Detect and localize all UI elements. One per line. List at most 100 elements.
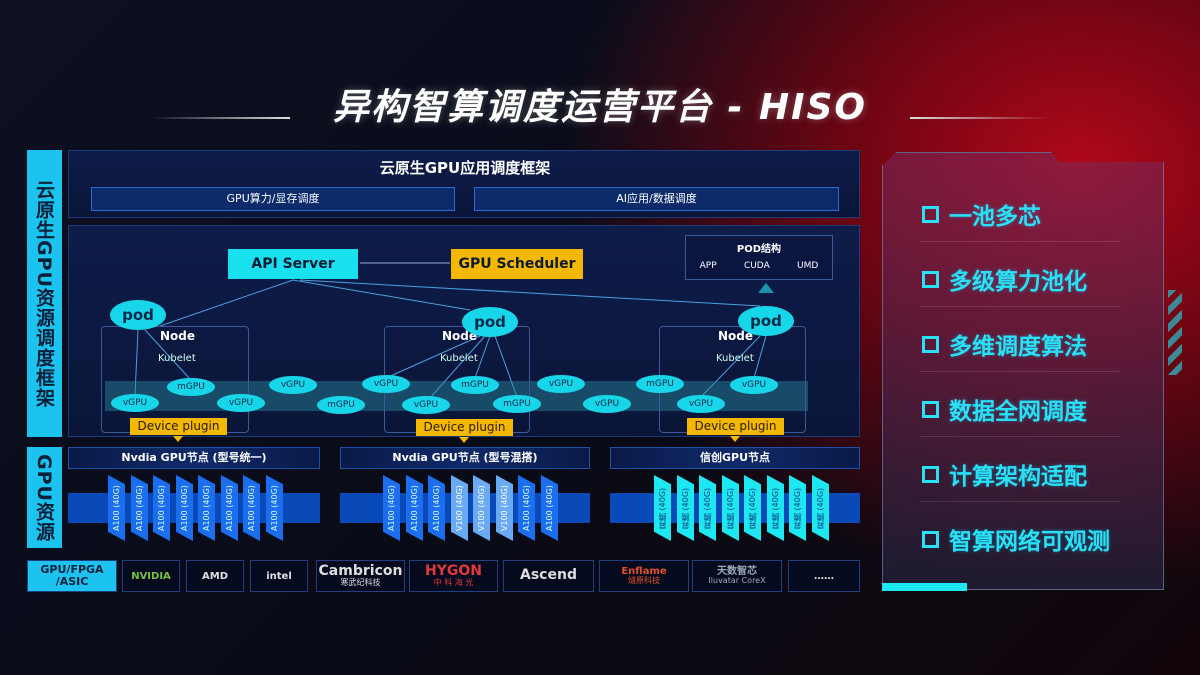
gpu-card: A100 (40G) [428, 475, 445, 541]
feature-text: 一池多芯 [949, 204, 1041, 230]
kubelet-label: Kubelet [440, 353, 478, 364]
pod-cuda: CUDA [743, 261, 770, 271]
checkbox-square-icon [922, 335, 939, 353]
vendor-name: Cambricon [318, 562, 403, 579]
gpu-card: V100 (40G) [473, 475, 490, 541]
device-plugin-2: Device plugin [416, 419, 513, 436]
node-label: Node [160, 329, 196, 343]
panel-stripes-decoration [1168, 290, 1182, 375]
gpu-group-title: Nvdia GPU节点 (型号混搭) [340, 447, 590, 469]
gpu-card: 昇腾 (40G) [744, 475, 761, 541]
gpu-card: 昇腾 (40G) [812, 475, 829, 541]
framework-label: 云原生GPU资源调度框架 [27, 150, 62, 437]
vendor-logo-intel: intel [250, 560, 308, 592]
feature-item: 智算网络可观测 [922, 522, 1110, 556]
checkbox-square-icon [922, 205, 939, 223]
mgpu-unit: mGPU [451, 376, 499, 394]
gpu-card: V100 (40G) [496, 475, 513, 541]
vendor-logo-hygon: HYGON 中 科 海 光 [409, 560, 498, 592]
vendor-name: intel [266, 570, 292, 582]
gpu-card: A100 (40G) [406, 475, 423, 541]
pod-structure-box: POD结构 APP CUDA UMD [685, 235, 833, 280]
vgpu-unit: vGPU [677, 395, 725, 413]
feature-text: 多维调度算法 [949, 334, 1087, 360]
mgpu-unit: mGPU [493, 395, 541, 413]
gpu-card: 昇腾 (40G) [789, 475, 806, 541]
vendor-subtitle: Iluvatar CoreX [708, 576, 766, 586]
ai-data-scheduling: AI应用/数据调度 [474, 187, 839, 211]
feature-text: 计算架构适配 [949, 464, 1087, 490]
gpu-card: A100 (40G) [153, 475, 170, 541]
vgpu-unit: vGPU [362, 375, 410, 393]
vendor-name: Ascend [520, 567, 577, 584]
page-title: 异构智算调度运营平台 - HISO [332, 87, 868, 128]
vendor-logo-天数智芯: 天数智芯 Iluvatar CoreX [692, 560, 782, 592]
gpu-card: A100 (40G) [266, 475, 283, 541]
vendor-logo-……: …… [788, 560, 860, 592]
gpu-card: 昇腾 (40G) [722, 475, 739, 541]
kubelet-label: Kubelet [716, 353, 754, 364]
pod-2: pod [462, 307, 518, 337]
feature-item: 数据全网调度 [922, 392, 1087, 426]
feature-divider [920, 371, 1120, 372]
device-plugin-3: Device plugin [687, 418, 784, 435]
pod-3: pod [738, 306, 794, 336]
pod-app: APP [699, 261, 717, 271]
vendor-logo-enflame: Enflame 燧原科技 [599, 560, 689, 592]
gpu-card: 昇腾 (40G) [699, 475, 716, 541]
gpu-card: A100 (40G) [198, 475, 215, 541]
vendor-name: Enflame [621, 566, 667, 578]
arrow-down-icon [459, 437, 469, 443]
vendor-logo-amd: AMD [186, 560, 244, 592]
checkbox-square-icon [922, 530, 939, 548]
gpu-card: V100 (40G) [451, 475, 468, 541]
pod-structure-title: POD结构 [736, 244, 782, 255]
vendor-logo-ascend: Ascend [503, 560, 594, 592]
vendor-category-text: GPU/FPGA /ASIC [40, 562, 104, 588]
mgpu-unit: mGPU [317, 396, 365, 414]
mgpu-unit: mGPU [167, 378, 215, 396]
vgpu-unit: vGPU [269, 376, 317, 394]
features-panel [882, 152, 1164, 590]
gpu-card: A100 (40G) [243, 475, 260, 541]
vgpu-unit: vGPU [730, 376, 778, 394]
feature-text: 数据全网调度 [949, 399, 1087, 425]
top-panel: 云原生GPU应用调度框架 GPU算力/显存调度 AI应用/数据调度 [68, 150, 860, 218]
arrow-down-icon [173, 436, 183, 442]
arrow-down-icon [730, 436, 740, 442]
gpu-scheduler-box: GPU Scheduler [451, 249, 583, 279]
feature-divider [920, 241, 1120, 242]
vgpu-unit: vGPU [111, 394, 159, 412]
feature-item: 计算架构适配 [922, 457, 1087, 491]
feature-divider [920, 436, 1120, 437]
vendor-name: 天数智芯 [717, 566, 757, 578]
vgpu-unit: vGPU [402, 396, 450, 414]
gpu-card: A100 (40G) [383, 475, 400, 541]
title-line-right [910, 117, 1050, 119]
mgpu-unit: mGPU [636, 375, 684, 393]
vendor-name: …… [814, 570, 834, 582]
feature-divider [920, 501, 1120, 502]
feature-item: 多级算力池化 [922, 262, 1087, 296]
checkbox-square-icon [922, 400, 939, 418]
vendor-name: NVIDIA [131, 570, 171, 582]
vendor-logo-cambricon: Cambricon 寒武纪科技 [316, 560, 405, 592]
gpu-card: 昇腾 (40G) [767, 475, 784, 541]
pod-1: pod [110, 300, 166, 330]
vendor-name: AMD [202, 570, 228, 582]
vendor-name: HYGON [425, 562, 482, 579]
gpu-card: A100 (40G) [221, 475, 238, 541]
vendor-category-label: GPU/FPGA /ASIC [27, 560, 117, 592]
top-panel-title: 云原生GPU应用调度框架 [379, 159, 551, 177]
vendor-logo-nvidia: NVIDIA [122, 560, 180, 592]
pod-umd: UMD [797, 261, 819, 271]
api-server-box: API Server [228, 249, 358, 279]
gpu-card: 昇腾 (40G) [677, 475, 694, 541]
gpu-card: A100 (40G) [541, 475, 558, 541]
feature-divider [920, 306, 1120, 307]
vgpu-unit: vGPU [583, 395, 631, 413]
vendor-subtitle: 寒武纪科技 [340, 578, 381, 588]
gpu-card: A100 (40G) [131, 475, 148, 541]
gpu-group-title: 信创GPU节点 [610, 447, 860, 469]
